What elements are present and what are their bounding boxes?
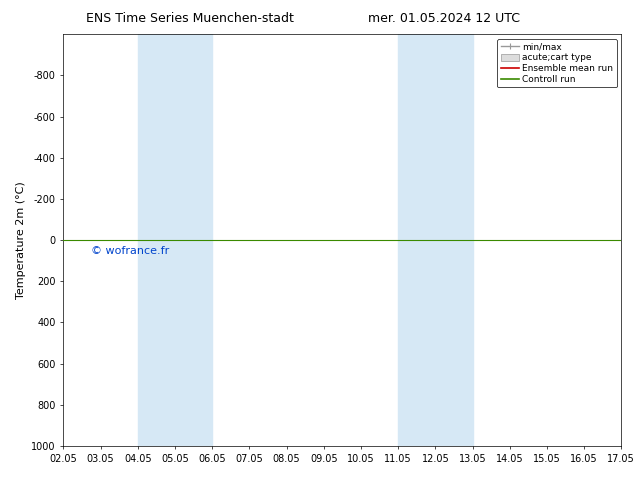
Legend: min/max, acute;cart type, Ensemble mean run, Controll run: min/max, acute;cart type, Ensemble mean …	[497, 39, 617, 87]
Text: ENS Time Series Muenchen-stadt: ENS Time Series Muenchen-stadt	[86, 12, 294, 25]
Text: mer. 01.05.2024 12 UTC: mer. 01.05.2024 12 UTC	[368, 12, 520, 25]
Y-axis label: Temperature 2m (°C): Temperature 2m (°C)	[16, 181, 26, 299]
Text: © wofrance.fr: © wofrance.fr	[91, 246, 169, 256]
Bar	[398, 34, 472, 446]
Bar	[138, 34, 212, 446]
